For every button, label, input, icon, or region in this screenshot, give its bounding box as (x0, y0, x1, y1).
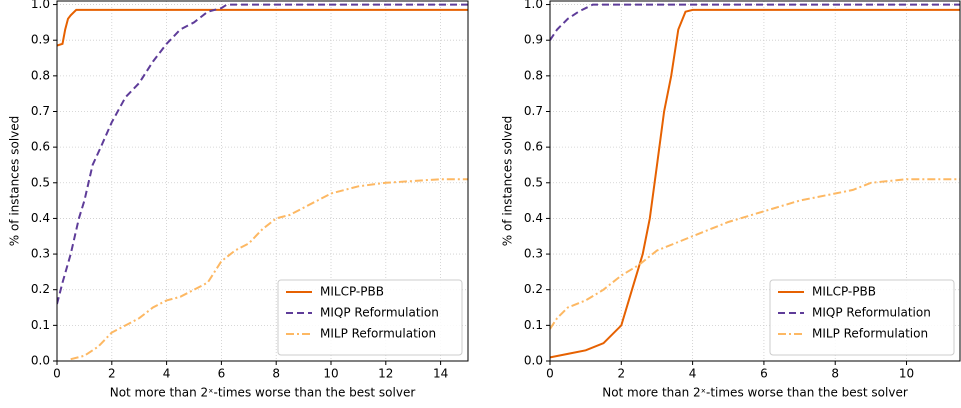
y-tick-label: 0.0 (524, 354, 543, 368)
y-tick-label: 0.7 (524, 104, 543, 118)
x-tick-label: 4 (163, 367, 171, 381)
y-axis-label: % of instances solved (8, 116, 22, 247)
x-tick-label: 0 (53, 367, 61, 381)
y-tick-label: 0.2 (524, 282, 543, 296)
y-tick-label: 0.7 (31, 104, 50, 118)
x-tick-label: 10 (323, 367, 338, 381)
y-tick-label: 0.6 (31, 140, 50, 154)
legend-box (277, 279, 463, 356)
y-tick-label: 0.2 (31, 282, 50, 296)
x-axis-label: Not more than 2ˣ-times worse than the be… (602, 386, 908, 400)
y-tick-label: 0.4 (524, 211, 543, 225)
y-tick-label: 0.8 (524, 68, 543, 82)
legend-label: MIQP Reformulation (812, 306, 931, 320)
y-tick-label: 1.0 (524, 0, 543, 11)
y-tick-label: 0.0 (31, 354, 50, 368)
x-tick-label: 0 (546, 367, 554, 381)
x-tick-label: 8 (272, 367, 280, 381)
x-tick-label: 2 (617, 367, 625, 381)
y-tick-label: 1.0 (31, 0, 50, 11)
legend-label: MILCP-PBB (812, 285, 876, 299)
y-tick-label: 0.9 (31, 33, 50, 47)
legend: MILCP-PBB MIQP Reformulation MILP Reformul… (277, 279, 463, 356)
legend-label: MIQP Reformulation (320, 306, 439, 320)
x-tick-label: 10 (899, 367, 914, 381)
axes-frame (549, 0, 961, 362)
legend: MILCP-PBB MIQP Reformulation MILP Reformul… (769, 279, 955, 356)
y-tick-label: 0.8 (31, 68, 50, 82)
y-tick-label: 0.6 (524, 140, 543, 154)
x-axis-label: Not more than 2ˣ-times worse than the be… (110, 386, 416, 400)
series-line (57, 3, 468, 305)
y-tick-label: 0.1 (31, 318, 50, 332)
x-tick-label: 6 (218, 367, 226, 381)
y-tick-label: 0.3 (31, 247, 50, 261)
axes-frame (56, 0, 469, 362)
x-tick-label: 14 (433, 367, 448, 381)
legend-box (769, 279, 955, 356)
x-tick-label: 6 (760, 367, 768, 381)
series-line (57, 8, 468, 47)
x-tick-label: 4 (689, 367, 697, 381)
legend-label: MILP Reformulation (320, 327, 436, 341)
y-tick-label: 0.5 (524, 175, 543, 189)
y-tick-label: 0.1 (524, 318, 543, 332)
y-tick-label: 0.3 (524, 247, 543, 261)
series-line (550, 3, 960, 41)
legend-label: MILP Reformulation (812, 327, 928, 341)
y-tick-label: 0.4 (31, 211, 50, 225)
series-line (70, 178, 468, 361)
series-line (550, 178, 960, 330)
subplot: 0 2 4 6 8 10 12 14 0.0 0.1 0.2 0.3 0.4 0.5 0.6 0.7 0.8 0.… (8, 0, 469, 400)
x-tick-label: 12 (378, 367, 393, 381)
y-axis-label: % of instances solved (501, 116, 515, 247)
y-tick-label: 0.9 (524, 33, 543, 47)
subplot: 0 2 4 6 8 10 0.0 0.1 0.2 0.3 0.4 0.5 0.6 0.7 0.8 0.9 1.0… (501, 0, 961, 400)
x-tick-label: 2 (108, 367, 116, 381)
series-line (550, 8, 960, 359)
legend-label: MILCP-PBB (320, 285, 384, 299)
x-tick-label: 8 (831, 367, 839, 381)
y-tick-label: 0.5 (31, 175, 50, 189)
